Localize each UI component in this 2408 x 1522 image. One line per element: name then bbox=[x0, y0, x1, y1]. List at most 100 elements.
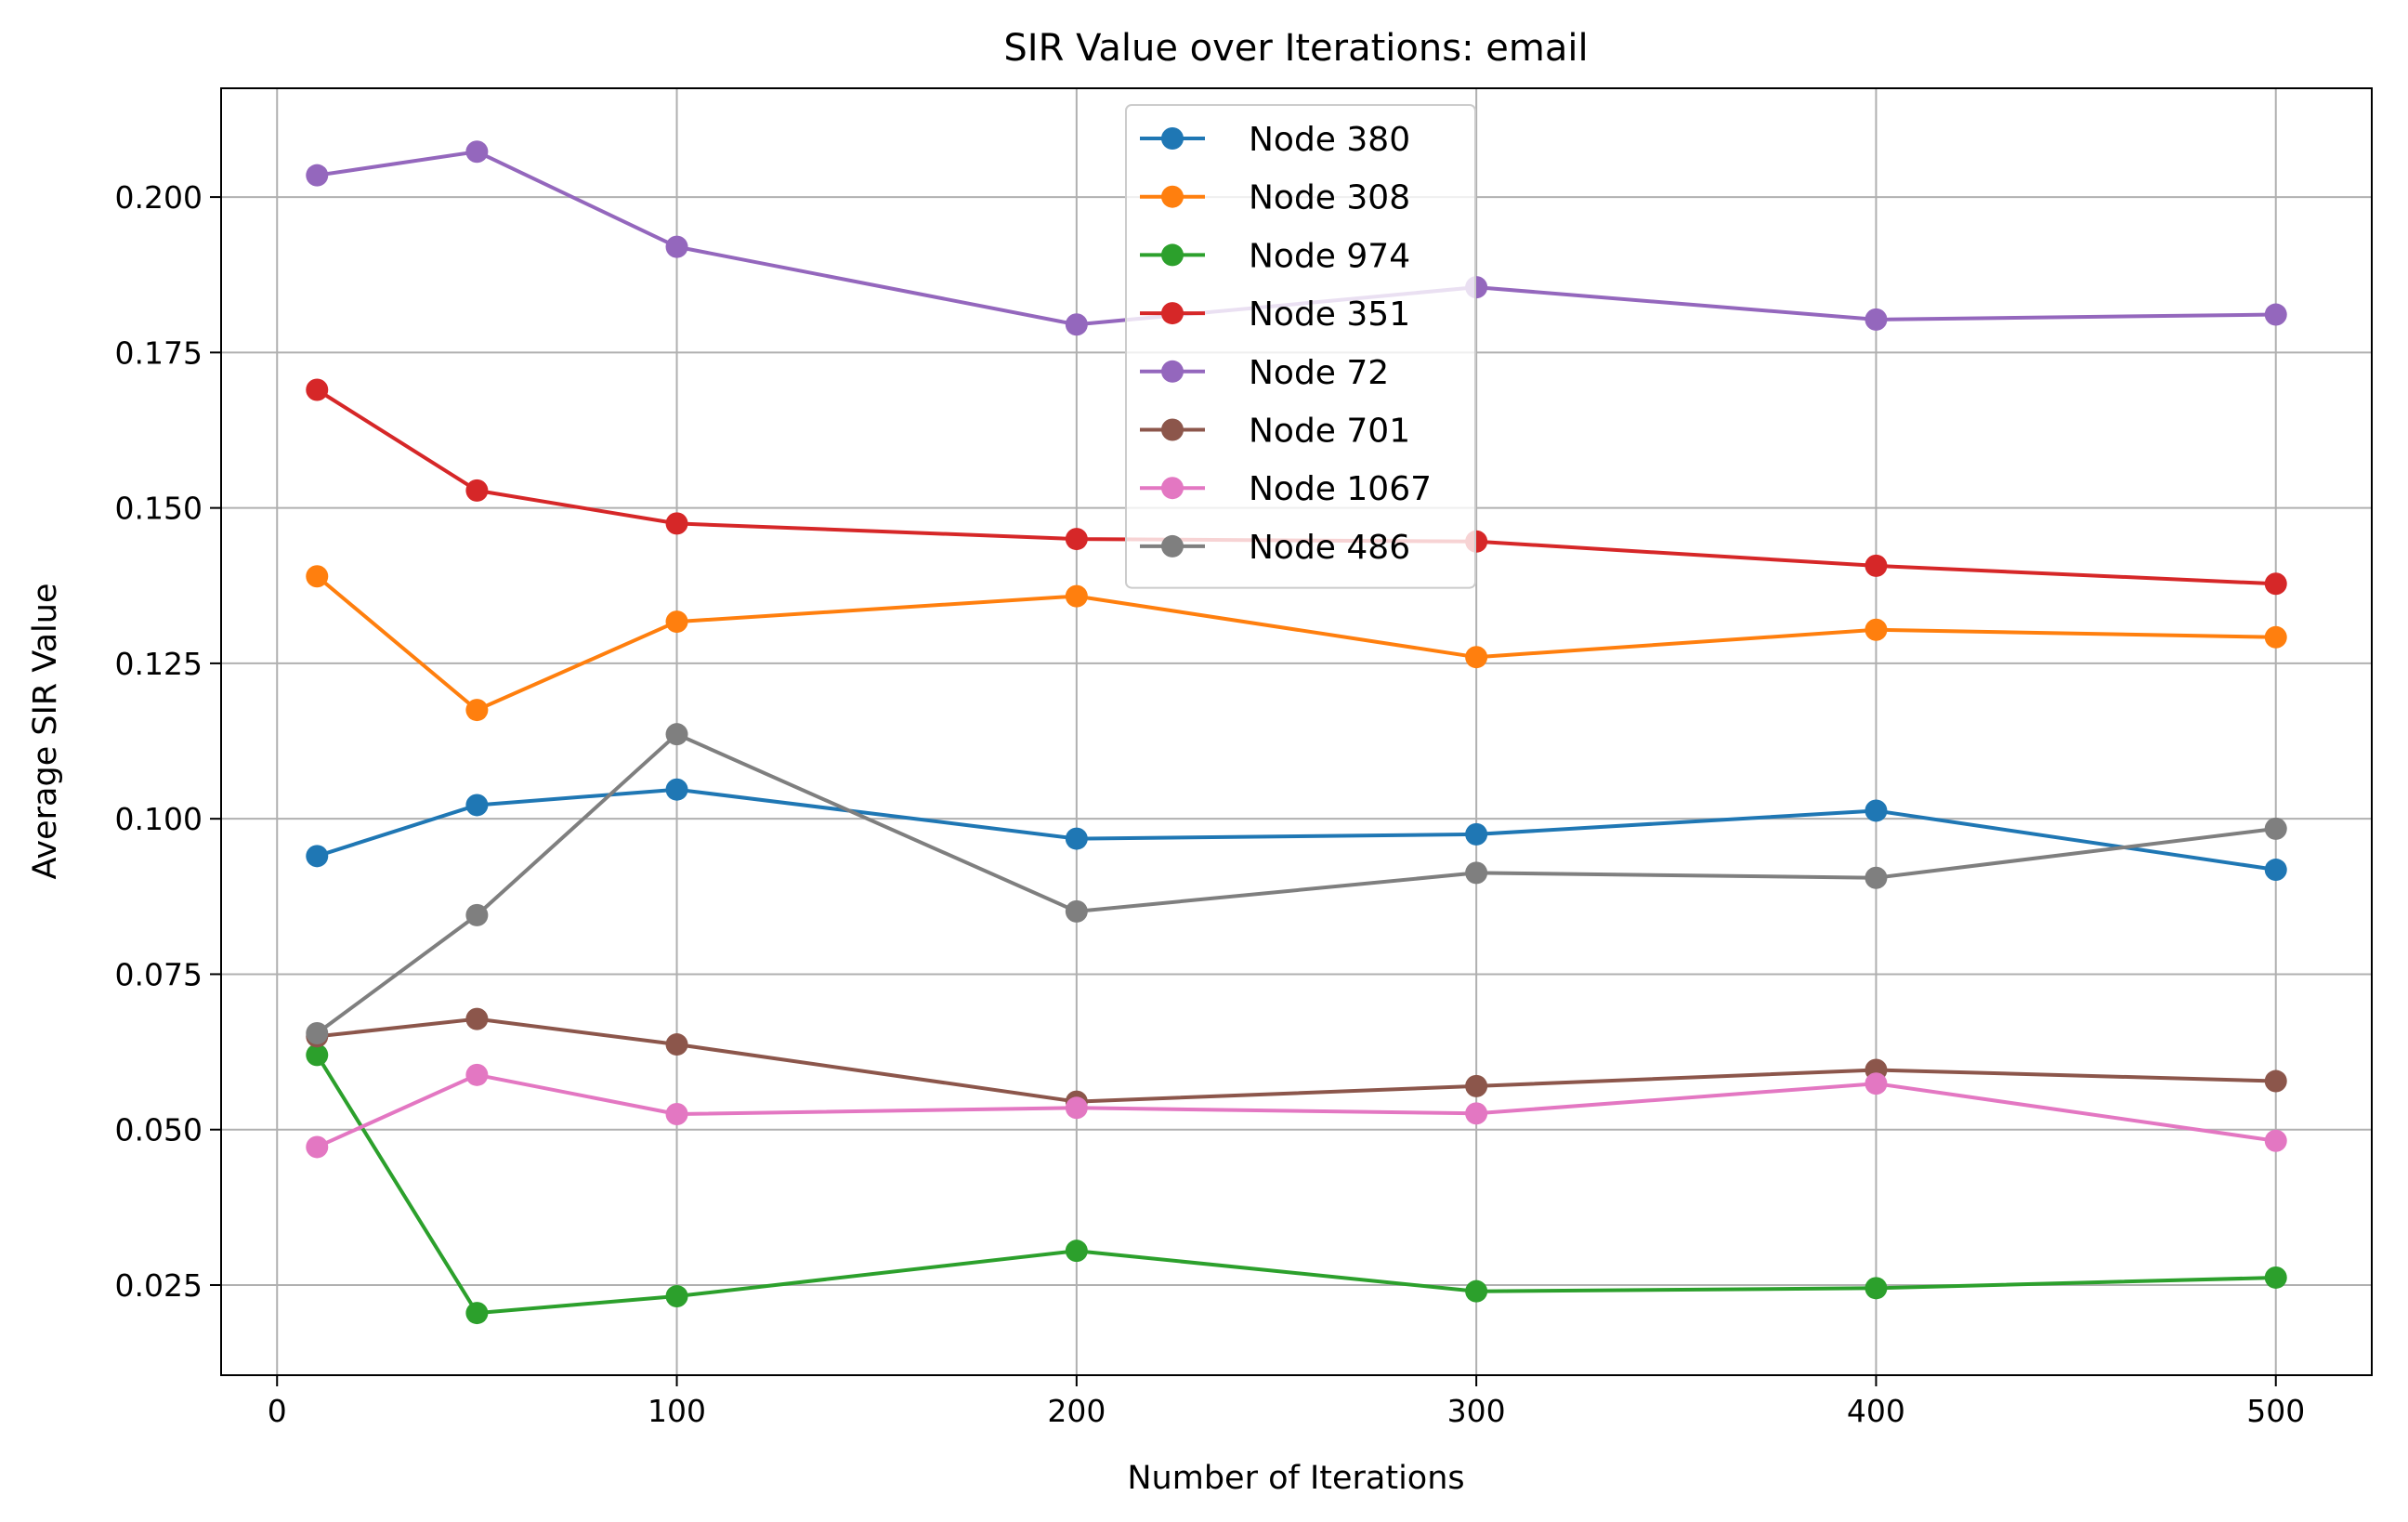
legend-label: Node 72 bbox=[1249, 354, 1389, 392]
data-point-node-486 bbox=[465, 903, 489, 926]
data-point-node-308 bbox=[2264, 625, 2287, 649]
legend-marker bbox=[1161, 534, 1184, 558]
y-tick-label: 0.025 bbox=[115, 1267, 203, 1304]
series-points-node-974 bbox=[306, 1043, 2287, 1325]
legend-item: Node 308 bbox=[1140, 179, 1410, 217]
legend-item: Node 1067 bbox=[1140, 470, 1432, 508]
legend-item: Node 380 bbox=[1140, 121, 1410, 159]
data-point-node-72 bbox=[2264, 303, 2287, 326]
series-points-node-486 bbox=[306, 723, 2287, 1045]
data-point-node-486 bbox=[1465, 861, 1488, 885]
chart-title: SIR Value over Iterations: email bbox=[1003, 27, 1588, 70]
data-point-node-974 bbox=[1465, 1279, 1488, 1303]
legend-label: Node 701 bbox=[1249, 413, 1410, 451]
data-point-node-701 bbox=[665, 1033, 688, 1056]
data-point-node-701 bbox=[2264, 1069, 2287, 1093]
data-point-node-1067 bbox=[465, 1063, 489, 1086]
y-tick-label: 0.175 bbox=[115, 335, 203, 371]
data-point-node-380 bbox=[1465, 822, 1488, 846]
x-tick-label: 400 bbox=[1847, 1393, 1905, 1429]
y-tick-label: 0.200 bbox=[115, 179, 203, 216]
legend-marker bbox=[1161, 243, 1184, 267]
legend-box bbox=[1125, 104, 1476, 589]
data-point-node-380 bbox=[665, 778, 688, 801]
y-tick-label: 0.125 bbox=[115, 646, 203, 682]
x-tick-label: 200 bbox=[1047, 1393, 1106, 1429]
legend-marker bbox=[1161, 418, 1184, 441]
data-point-node-351 bbox=[1065, 528, 1088, 551]
data-point-node-380 bbox=[306, 845, 329, 868]
data-point-node-308 bbox=[306, 565, 329, 588]
legend-label: Node 308 bbox=[1249, 179, 1410, 217]
legend-label: Node 380 bbox=[1249, 121, 1410, 159]
data-point-node-1067 bbox=[665, 1102, 688, 1125]
x-axis-label: Number of Iterations bbox=[1127, 1460, 1464, 1497]
legend-marker bbox=[1161, 302, 1184, 325]
data-point-node-351 bbox=[465, 479, 489, 502]
x-tick-label: 0 bbox=[268, 1393, 287, 1429]
data-point-node-308 bbox=[1465, 646, 1488, 669]
series-points-node-308 bbox=[306, 565, 2287, 722]
y-tick-label: 0.100 bbox=[115, 801, 203, 837]
x-axis-ticks: 0 100 200 300 400 500 bbox=[268, 1375, 2305, 1429]
data-point-node-486 bbox=[306, 1022, 329, 1045]
data-point-node-974 bbox=[1065, 1240, 1088, 1263]
data-point-node-974 bbox=[665, 1285, 688, 1308]
data-point-node-1067 bbox=[2264, 1129, 2287, 1152]
data-point-node-308 bbox=[465, 699, 489, 722]
data-point-node-380 bbox=[1065, 827, 1088, 850]
data-point-node-486 bbox=[2264, 817, 2287, 840]
data-point-node-1067 bbox=[1865, 1072, 1888, 1096]
legend-item: Node 72 bbox=[1140, 354, 1389, 392]
data-point-node-974 bbox=[306, 1043, 329, 1067]
series-points-node-351 bbox=[306, 378, 2287, 596]
data-point-node-974 bbox=[2264, 1266, 2287, 1289]
y-tick-label: 0.075 bbox=[115, 956, 203, 992]
y-tick-label: 0.050 bbox=[115, 1112, 203, 1148]
y-tick-label: 0.150 bbox=[115, 491, 203, 527]
x-tick-label: 500 bbox=[2246, 1393, 2305, 1429]
legend-label: Node 1067 bbox=[1249, 470, 1432, 508]
data-point-node-380 bbox=[465, 794, 489, 817]
data-point-node-701 bbox=[465, 1007, 489, 1030]
data-point-node-486 bbox=[1865, 866, 1888, 889]
y-axis-ticks: 0.025 0.050 0.075 0.100 0.125 0.150 0.175 0.200 bbox=[115, 179, 221, 1304]
data-point-node-974 bbox=[465, 1302, 489, 1325]
data-point-node-72 bbox=[1065, 313, 1088, 336]
legend-marker bbox=[1161, 185, 1184, 208]
x-tick-label: 300 bbox=[1447, 1393, 1506, 1429]
data-point-node-72 bbox=[1865, 308, 1888, 331]
series-points bbox=[306, 140, 2287, 1325]
series-points-node-380 bbox=[306, 778, 2287, 882]
data-point-node-308 bbox=[665, 610, 688, 634]
data-point-node-1067 bbox=[1465, 1102, 1488, 1125]
data-point-node-1067 bbox=[1065, 1096, 1088, 1120]
data-point-node-72 bbox=[665, 235, 688, 258]
data-point-node-701 bbox=[1465, 1074, 1488, 1097]
series-points-node-1067 bbox=[306, 1063, 2287, 1159]
data-point-node-72 bbox=[306, 164, 329, 187]
legend-label: Node 974 bbox=[1249, 237, 1410, 275]
data-point-node-351 bbox=[665, 512, 688, 535]
data-point-node-351 bbox=[2264, 572, 2287, 596]
legend-item: Node 486 bbox=[1140, 529, 1410, 567]
legend: Node 380 Node 308 Node 974 Node 351 Node 72 N… bbox=[1125, 104, 1476, 589]
legend-marker bbox=[1161, 360, 1184, 383]
x-tick-label: 100 bbox=[648, 1393, 706, 1429]
legend-item: Node 701 bbox=[1140, 413, 1410, 451]
legend-label: Node 486 bbox=[1249, 529, 1410, 567]
legend-item: Node 351 bbox=[1140, 295, 1410, 334]
data-point-node-308 bbox=[1065, 584, 1088, 608]
legend-item: Node 974 bbox=[1140, 237, 1410, 275]
data-point-node-380 bbox=[1865, 799, 1888, 822]
legend-marker bbox=[1161, 477, 1184, 500]
data-point-node-486 bbox=[665, 723, 688, 746]
y-axis-label: Average SIR Value bbox=[27, 584, 64, 880]
data-point-node-974 bbox=[1865, 1277, 1888, 1300]
data-point-node-351 bbox=[306, 378, 329, 401]
data-point-node-72 bbox=[465, 140, 489, 164]
data-point-node-1067 bbox=[306, 1135, 329, 1159]
series-points-node-72 bbox=[306, 140, 2287, 336]
data-point-node-486 bbox=[1065, 899, 1088, 923]
data-point-node-380 bbox=[2264, 859, 2287, 882]
